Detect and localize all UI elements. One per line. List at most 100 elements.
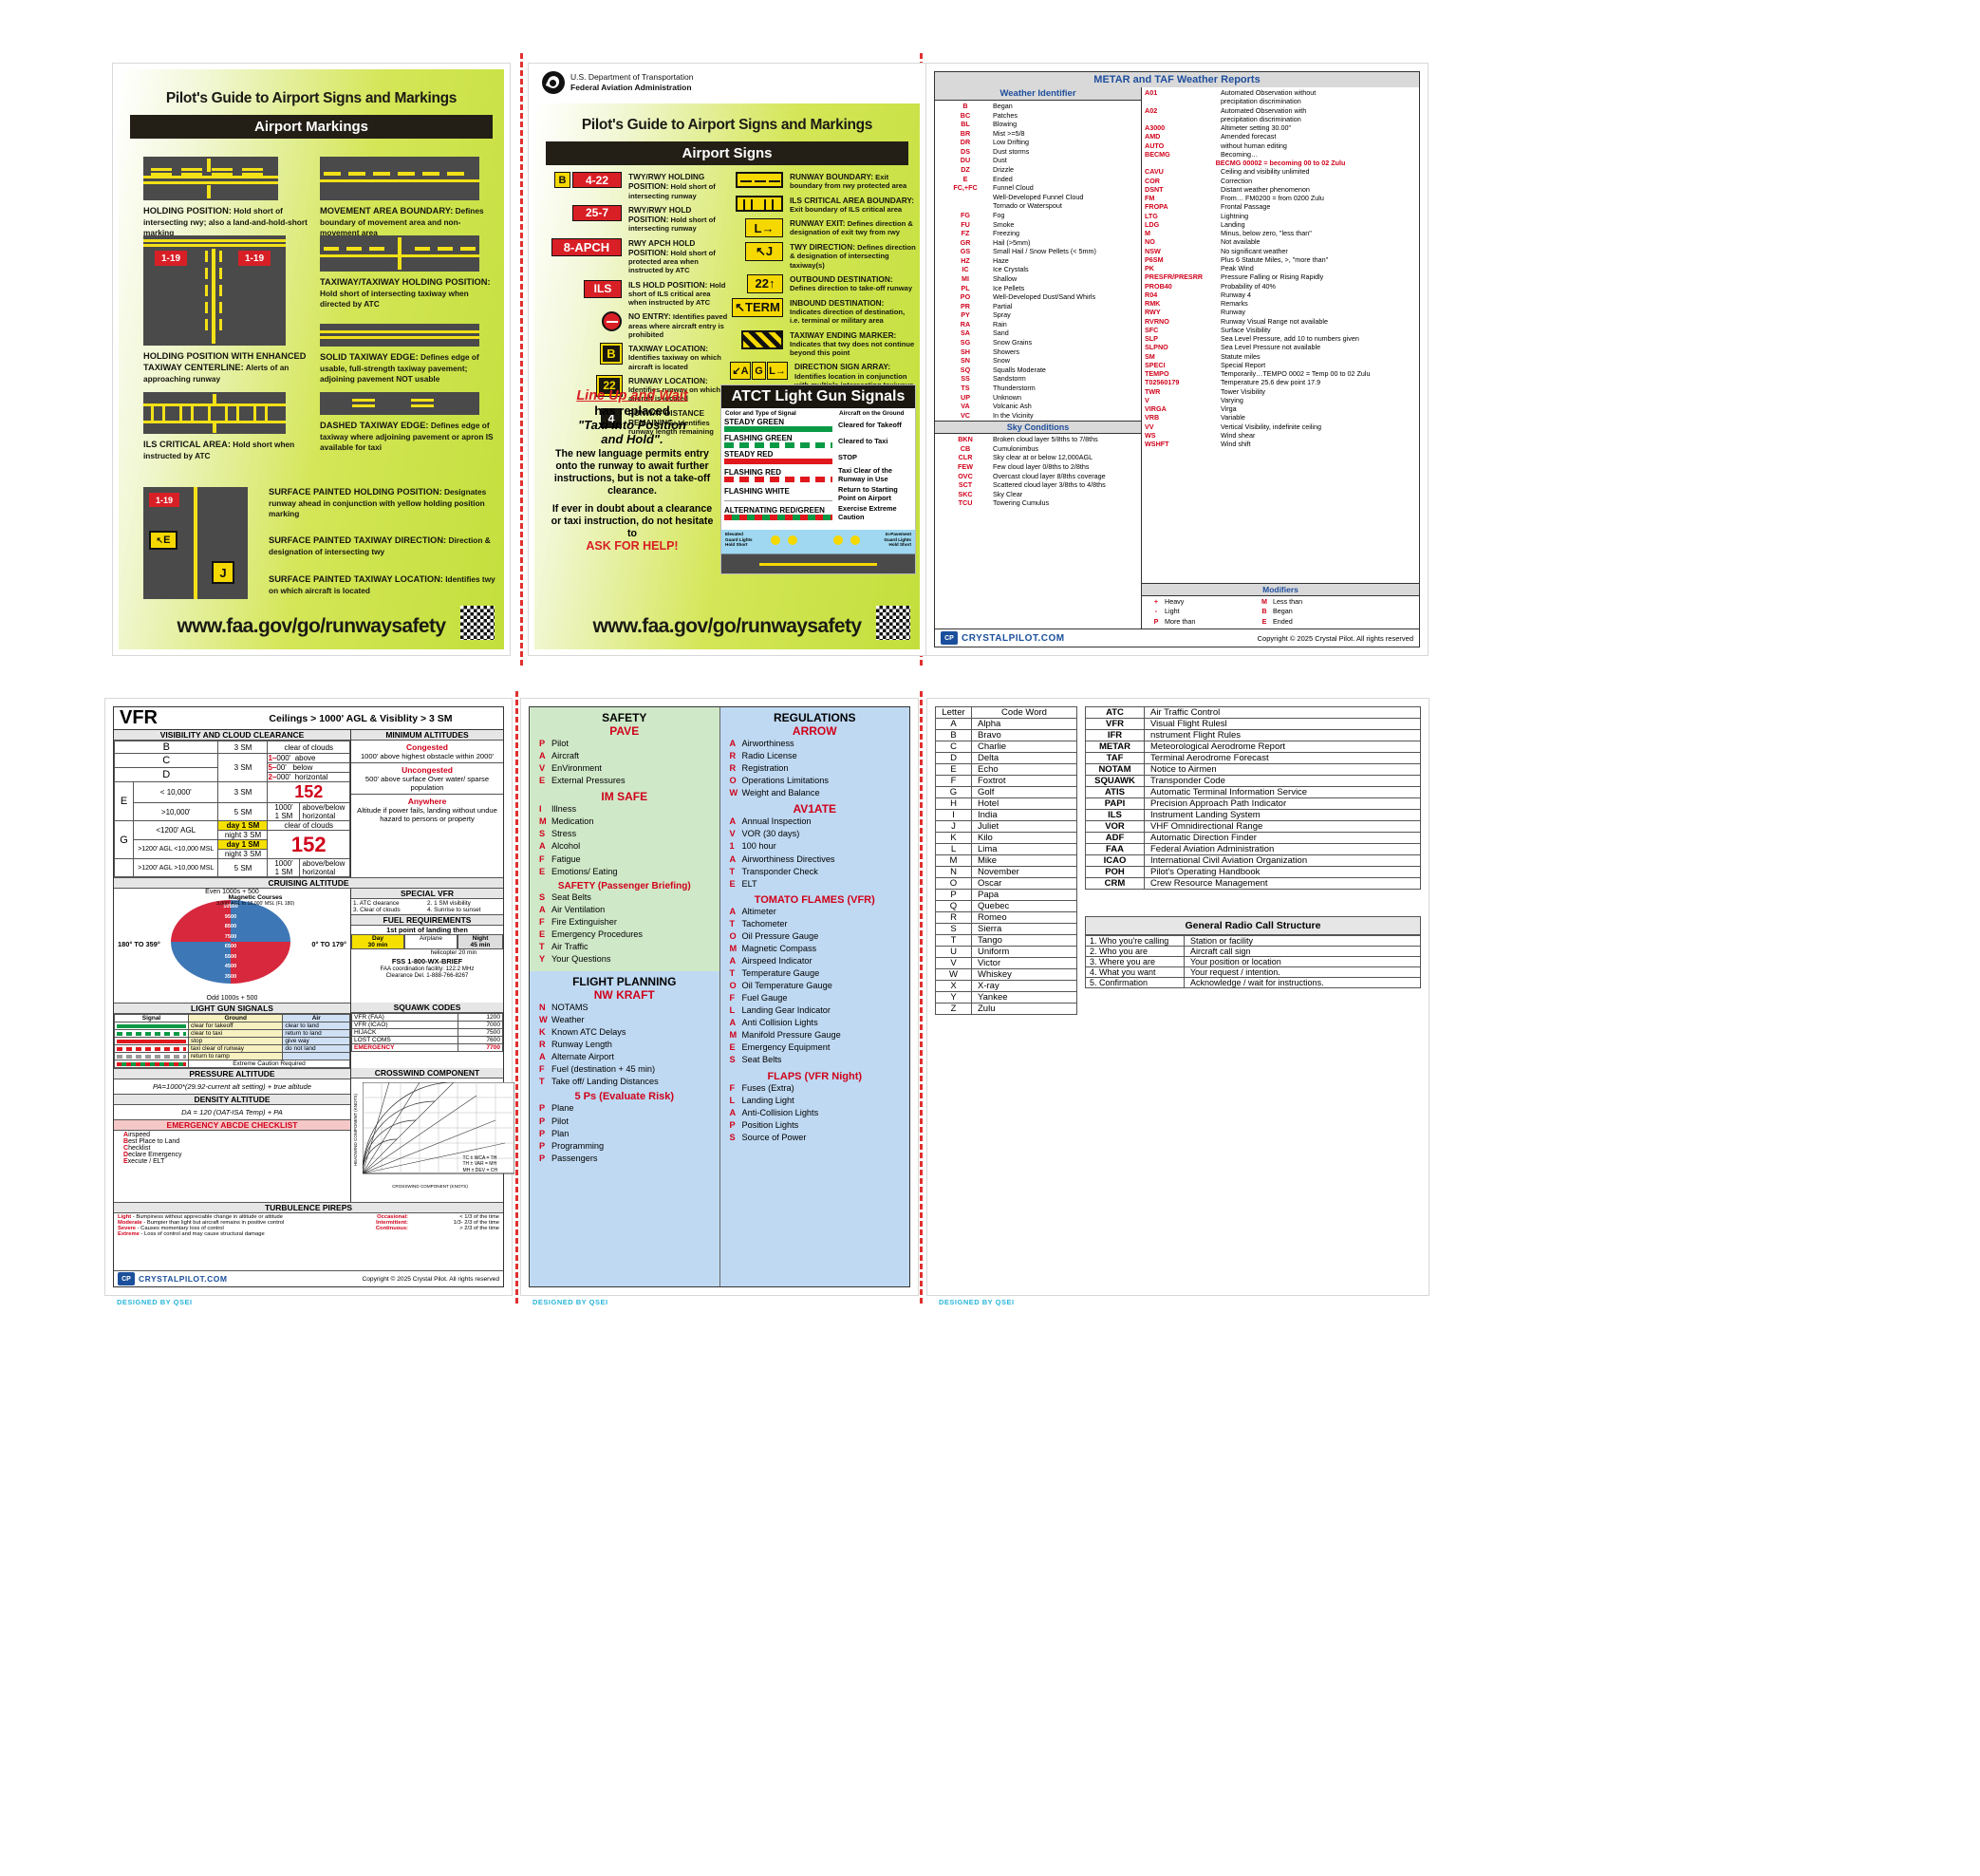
acronym-letter: F bbox=[729, 1082, 736, 1093]
metar-abbr-row: TWR Tower Visibility bbox=[1142, 387, 1419, 396]
metar-abbr-meaning: precipitation discrimination bbox=[1221, 97, 1301, 106]
vfr-subtitle: Ceilings > 1000' AGL & Visiblity > 3 SM bbox=[269, 712, 453, 724]
dot-line1: U.S. Department of Transportation bbox=[570, 72, 694, 83]
acronym-item: E ELT bbox=[730, 878, 910, 891]
acronym-item: T Tachometer bbox=[730, 918, 910, 930]
metar-abbr-code: PK bbox=[1145, 264, 1154, 272]
metar-abbr-code: SLPNO bbox=[1145, 343, 1168, 352]
acronym-letter: W bbox=[539, 1015, 548, 1025]
svfr-3: 3. Clear of clouds bbox=[353, 907, 401, 913]
abcde-item: Checklist bbox=[123, 1145, 151, 1152]
metar-meaning: Ice Pellets bbox=[993, 283, 1025, 292]
atct-row-flashing-red: FLASHING RED Taxi Clear of the Runway in… bbox=[721, 465, 915, 484]
crystal-brand-metar[interactable]: CRYSTALPILOT.COM bbox=[941, 631, 1065, 645]
metar-meaning: Sandstorm bbox=[993, 374, 1026, 384]
marking-text-surface-holding: SURFACE PAINTED HOLDING POSITION: Design… bbox=[269, 487, 487, 518]
acronym-text: Weight and Balance bbox=[741, 788, 820, 798]
guard-left-3: Hold Short bbox=[725, 542, 748, 547]
abbrev-meaning: Pilot's Operating Handbook bbox=[1144, 866, 1421, 878]
cruising-header: CRUISING ALTITUDE bbox=[114, 877, 503, 889]
metar-abbr-row: SLP Sea Level Pressure, add 10 to numbers… bbox=[1142, 334, 1419, 343]
lg-row-3: taxi clear of runway do not land bbox=[114, 1044, 350, 1053]
fss-number[interactable]: FSS 1-800-WX-BRIEF bbox=[391, 957, 463, 966]
metar-wx-rows: B Began BC Patches BL Blowing BR Mist >=5/8 DR Lo… bbox=[935, 101, 1141, 421]
fuel-day: Day bbox=[371, 935, 384, 942]
faa-url-signs[interactable]: www.faa.gov/go/runwaysafety bbox=[592, 615, 863, 637]
airport-signs-panel: U.S. Department of Transportation Federa… bbox=[528, 63, 926, 656]
acronym-item: S Stress bbox=[539, 828, 719, 840]
radio-step: 2. Who you are bbox=[1085, 946, 1185, 957]
metar-row: UP Unknown bbox=[935, 393, 1141, 403]
acronym-text: Operations Limitations bbox=[741, 776, 829, 786]
metar-row: BL Blowing bbox=[935, 120, 1141, 129]
metar-taf-panel: METAR and TAF Weather Reports Weather Id… bbox=[925, 63, 1429, 656]
safety-pax-list: S Seat Belts A Air Ventilation F Fire Extingu… bbox=[530, 891, 719, 966]
phonetic-row: A Alpha bbox=[935, 718, 1077, 730]
metar-title: METAR and TAF Weather Reports bbox=[935, 72, 1419, 87]
metar-meaning: Scattered cloud layer 3/8ths to 4/8ths bbox=[993, 480, 1106, 490]
marking-text-movement-boundary: MOVEMENT AREA BOUNDARY: Defines boundary… bbox=[320, 206, 484, 237]
metar-row: FG Fog bbox=[935, 211, 1141, 220]
runway-label-right: 1-19 bbox=[238, 251, 271, 266]
acronym-text: Annual Inspection bbox=[741, 816, 812, 827]
phonetic-word: Lima bbox=[971, 843, 1077, 855]
metar-row: FU Smoke bbox=[935, 220, 1141, 230]
acronym-letter: S bbox=[539, 829, 546, 839]
metar-abbr-meaning: Special Report bbox=[1221, 360, 1266, 369]
sign-row-rwy-apch: 8-APCH RWY APCH HOLD POSITION: Hold shor… bbox=[548, 237, 728, 275]
phonetic-row: U Uniform bbox=[935, 946, 1077, 958]
phonetic-word: Delta bbox=[971, 752, 1077, 764]
phonetic-row: Q Quebec bbox=[935, 900, 1077, 912]
acronym-item: F Fire Extinguisher bbox=[539, 916, 719, 929]
phonetic-letter: N bbox=[935, 866, 972, 878]
phonetic-letter: R bbox=[935, 911, 972, 924]
metar-abbr-code: FROPA bbox=[1145, 202, 1168, 212]
metar-code: BC bbox=[960, 110, 971, 120]
lineup-l3: "Taxi Into Position bbox=[577, 418, 687, 432]
acronym-text: Temperature Gauge bbox=[741, 968, 820, 978]
sign-chip-inbound: ↖TERM bbox=[732, 297, 783, 317]
metar-meaning: Towering Cumulus bbox=[993, 498, 1050, 508]
metar-abbr-meaning: Sea Level Pressure, add 10 to numbers gi… bbox=[1221, 334, 1359, 343]
acronym-text: Pilot bbox=[551, 1116, 569, 1126]
abbrev-code: POH bbox=[1085, 866, 1145, 878]
abbrev-meaning: International Civil Aviation Organizatio… bbox=[1144, 854, 1421, 867]
safety-header: SAFETY bbox=[602, 711, 647, 724]
metar-abbr-row: SM Statute miles bbox=[1142, 352, 1419, 361]
phonetic-row: Y Yankee bbox=[935, 991, 1077, 1004]
metar-code: SS bbox=[961, 374, 970, 384]
metar-abbr-meaning: Wind shift bbox=[1221, 440, 1251, 448]
faa-url-markings[interactable]: www.faa.gov/go/runwaysafety bbox=[177, 615, 447, 637]
metar-abbr-meaning: Ceiling and visibility unlimited bbox=[1221, 167, 1310, 177]
atct-row-flashing-white: FLASHING WHITE Return to Starting Point … bbox=[721, 484, 915, 503]
metar-abbr-meaning: Landing bbox=[1221, 219, 1245, 229]
metar-abbr-meaning: Correction bbox=[1221, 176, 1253, 185]
metar-abbr-code: VIRGA bbox=[1145, 404, 1167, 413]
fig-twy-twy-holding bbox=[320, 235, 479, 272]
squawk-row: LOST COMS 7600 bbox=[350, 1036, 503, 1044]
lineup-cta: ASK FOR HELP! bbox=[586, 539, 679, 553]
abbrev-row: ICAO International Civil Aviation Organiz… bbox=[1085, 854, 1421, 867]
sign-chip-b: B bbox=[554, 172, 570, 188]
atct-bar-0 bbox=[724, 426, 832, 432]
fiveps-title: 5 Ps (Evaluate Risk) bbox=[574, 1091, 675, 1103]
marking-texts-surface: SURFACE PAINTED HOLDING POSITION: Design… bbox=[269, 487, 496, 595]
metar-abbr-code: SLP bbox=[1145, 334, 1158, 343]
metar-code: DZ bbox=[961, 165, 970, 175]
acronym-item: E Emergency Equipment bbox=[730, 1041, 910, 1054]
acronym-text: Your Questions bbox=[551, 953, 611, 964]
av1ate-list: A Annual Inspection V VOR (30 days) 1 100 hou… bbox=[720, 816, 910, 890]
abcde-item: Execute / ELT bbox=[123, 1158, 165, 1165]
acronym-item: S Source of Power bbox=[730, 1132, 910, 1144]
acronym-letter: E bbox=[729, 878, 736, 889]
signs-right-column: RUNWAY BOUNDARY: Exit boundary from rwy … bbox=[730, 172, 916, 394]
metar-code: DS bbox=[961, 146, 970, 156]
metar-code: SA bbox=[961, 328, 970, 338]
metar-row: SG Snow Grains bbox=[935, 338, 1141, 347]
metar-abbr-code: R04 bbox=[1145, 290, 1158, 299]
acronym-item: W Weight and Balance bbox=[730, 787, 910, 799]
crystal-brand-vfr[interactable]: CRYSTALPILOT.COM bbox=[118, 1272, 227, 1285]
acronym-letter: S bbox=[539, 891, 546, 902]
acronym-item: T Temperature Gauge bbox=[730, 967, 910, 980]
fig-movement-area-boundary bbox=[320, 157, 479, 200]
